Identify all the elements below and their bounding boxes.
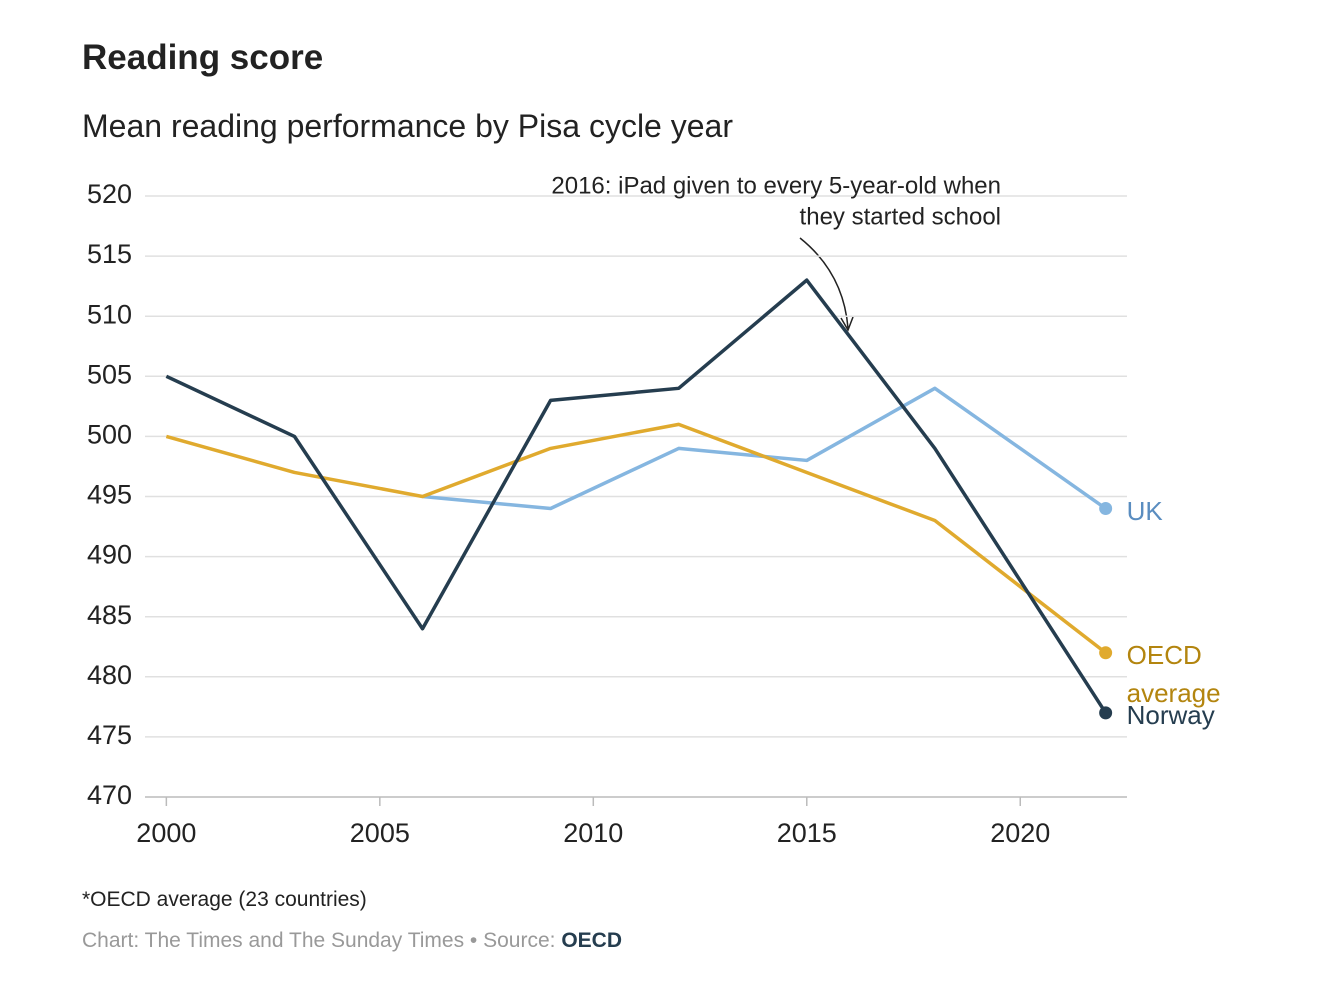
y-tick-label: 485 <box>87 600 132 630</box>
x-tick-label: 2015 <box>777 818 837 848</box>
y-tick-label: 510 <box>87 299 132 329</box>
annotation: they started school <box>800 203 1001 230</box>
y-tick-label: 495 <box>87 480 132 510</box>
y-tick-label: 505 <box>87 359 132 389</box>
y-tick-label: 470 <box>87 780 132 810</box>
chart-subtitle: Mean reading performance by Pisa cycle y… <box>82 108 733 144</box>
footnote: *OECD average (23 countries) <box>82 888 367 911</box>
source: OECD <box>561 929 623 952</box>
y-tick-label: 475 <box>87 720 132 750</box>
legend-label: Norway <box>1126 699 1215 730</box>
y-tick-label: 520 <box>87 179 132 209</box>
credit-line: Chart: The Times and The Sunday Times • … <box>82 929 622 953</box>
credit: Chart: The Times and The Sunday Times • … <box>82 929 556 952</box>
annotation: 2016: iPad given to every 5-year-old whe… <box>551 172 1001 199</box>
series-line <box>422 386 1107 511</box>
series-line <box>165 422 1107 655</box>
series-line <box>165 278 1108 714</box>
y-tick-label: 480 <box>87 660 132 690</box>
y-tick-label: 515 <box>87 239 132 269</box>
annotation-arrowhead <box>840 316 854 332</box>
end-point <box>1099 646 1113 660</box>
end-point <box>1099 706 1113 720</box>
legend-label: OECD average <box>1126 639 1221 708</box>
x-tick-label: 2000 <box>136 818 196 848</box>
x-tick-label: 2010 <box>563 818 623 848</box>
chart-title: Reading score <box>82 38 324 77</box>
end-point <box>1099 502 1113 516</box>
y-tick-label: 490 <box>87 540 132 570</box>
y-tick-label: 500 <box>87 420 132 450</box>
x-tick-label: 2020 <box>990 818 1050 848</box>
legend-label: UK <box>1126 495 1163 526</box>
x-tick-label: 2005 <box>350 818 410 848</box>
